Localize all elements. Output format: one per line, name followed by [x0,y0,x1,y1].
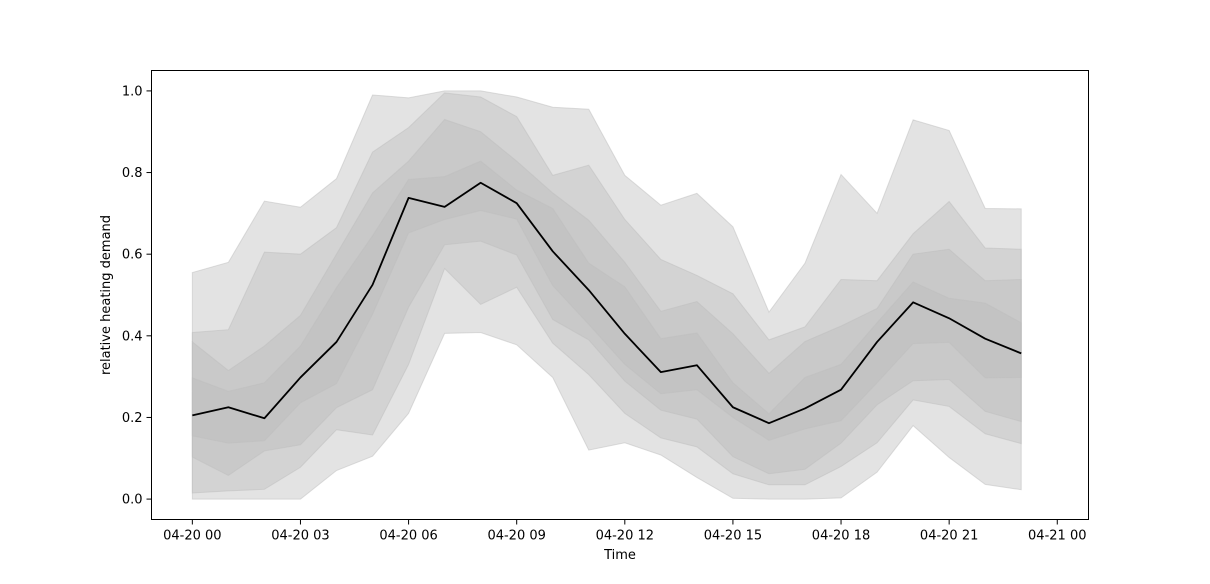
y-axis-label: relative heating demand [99,215,114,375]
plot-frame [151,70,1089,520]
x-axis-ticks: 04-20 00 04-20 03 04-20 06 04-20 09 04-20 12… [163,519,1086,544]
confidence-band-3 [191,118,1022,476]
x-tick-label: 04-20 09 [487,529,545,544]
x-tick-label: 04-20 00 [163,529,221,544]
x-tick-label: 04-20 03 [271,529,329,544]
x-tick-label: 04-20 15 [704,529,762,544]
x-tick-label: 04-20 12 [596,529,654,544]
y-tick-label: 1.0 [122,84,143,99]
confidence-bands [191,90,1022,500]
y-tick-label: 0.6 [122,248,143,263]
y-axis-ticks: 0.0 0.2 0.4 0.6 0.8 1.0 [122,84,152,508]
x-tick-label: 04-21 00 [1028,529,1086,544]
x-tick-label: 04-20 06 [379,529,437,544]
x-tick-label: 04-20 18 [812,529,870,544]
y-tick-label: 0.4 [122,329,143,344]
y-tick-label: 0.2 [122,411,143,426]
y-tick-label: 0.0 [122,493,143,508]
confidence-band-4 [191,160,1022,444]
median-line [192,181,1022,425]
x-tick-label: 04-20 21 [920,529,978,544]
x-axis-label: Time [603,548,636,563]
median-series [192,181,1022,425]
y-tick-label: 0.8 [122,166,143,181]
